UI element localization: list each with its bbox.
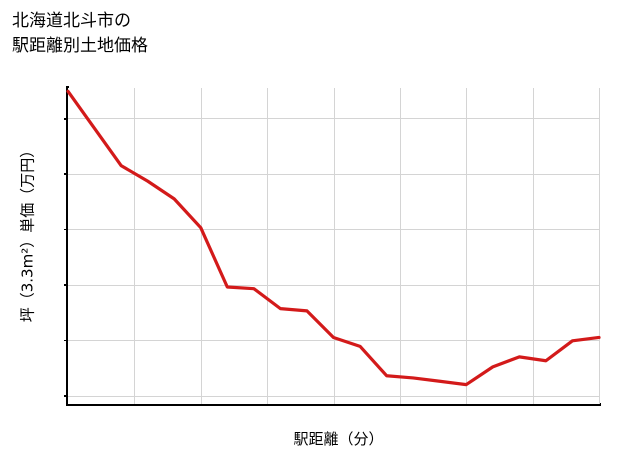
plot-area: 6.16.26.36.46.56.6 0.02.55.07.510.012.51… [64,88,601,404]
gridline-vertical [532,88,534,404]
gridline-vertical [267,88,269,404]
gridline-vertical [200,88,202,404]
y-tick-mark [64,284,68,286]
gridline-vertical [466,88,468,404]
plot-spine-bottom [66,403,601,406]
page-title: 北海道北斗市の 駅距離別土地価格 [12,11,148,56]
y-tick-mark [64,117,68,120]
x-axis-title: 駅距離（分） [293,430,384,448]
y-tick-mark [64,395,68,397]
plot-spine-left [66,86,69,406]
gridline-vertical [599,88,600,404]
line-series-path [66,89,601,387]
gridline-vertical [399,88,401,404]
y-tick-mark [64,339,68,342]
y-tick-mark [64,228,68,231]
y-axis-title: 坪（3.3m²）単価（万円） [18,142,37,323]
gridline-vertical [333,88,335,404]
y-tick-mark [64,173,68,176]
line-series-svg [66,89,601,387]
gridline-vertical [134,88,136,404]
